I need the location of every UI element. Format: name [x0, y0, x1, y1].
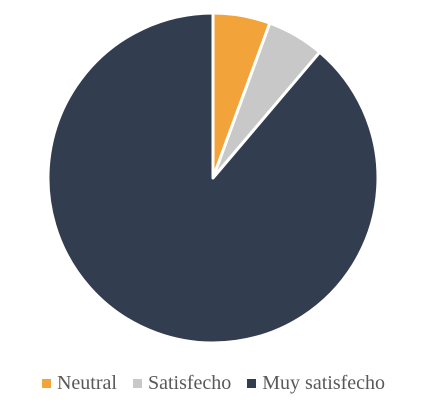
chart-legend: Neutral Satisfecho Muy satisfecho — [0, 368, 427, 398]
legend-swatch — [247, 378, 257, 388]
pie-slice-muy-satisfecho — [46, 11, 380, 345]
legend-label: Muy satisfecho — [262, 372, 386, 394]
legend-item-neutral: Neutral — [41, 372, 117, 394]
legend-item-satisfecho: Satisfecho — [132, 372, 232, 394]
legend-label: Satisfecho — [147, 372, 232, 394]
legend-item-muy-satisfecho: Muy satisfecho — [247, 373, 385, 393]
legend-label: Neutral — [56, 372, 117, 394]
legend-swatch — [132, 378, 142, 388]
legend-swatch — [41, 378, 51, 388]
pie-plot-area — [46, 11, 380, 345]
